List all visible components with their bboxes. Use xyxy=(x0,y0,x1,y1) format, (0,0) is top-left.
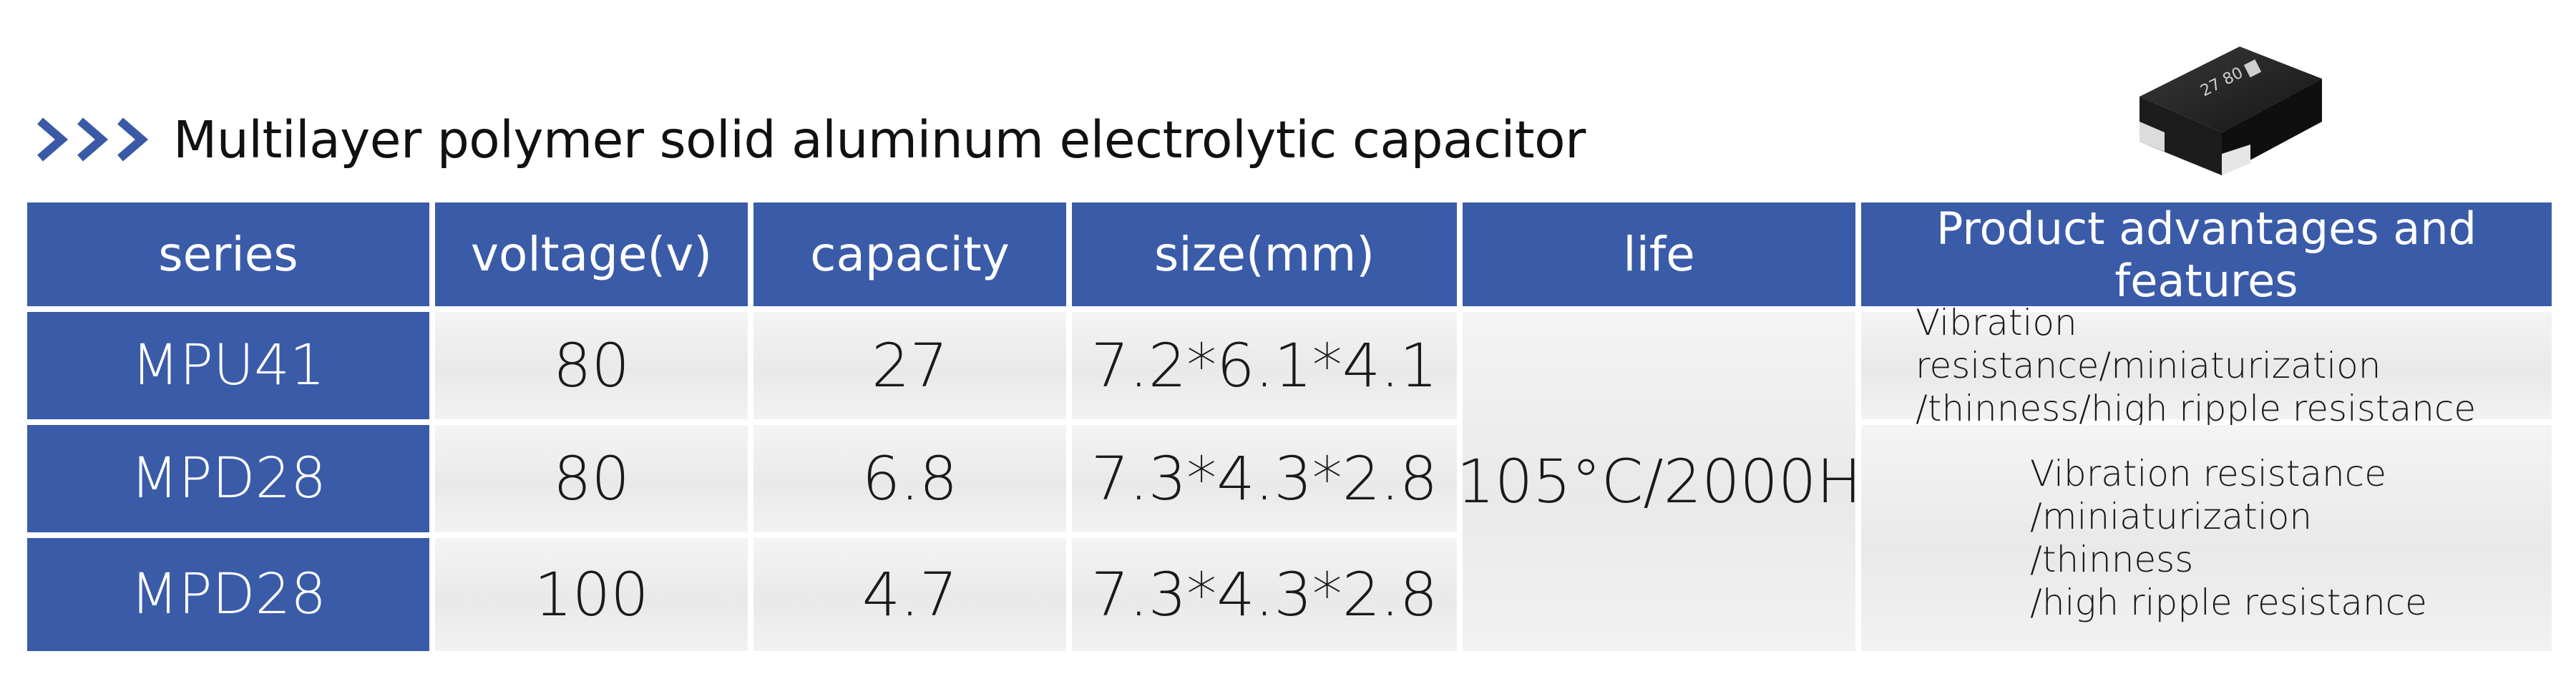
row1-voltage: 80 xyxy=(435,312,748,419)
row3-size: 7.3*4.3*2.8 xyxy=(1072,538,1457,651)
header-series: series xyxy=(27,202,429,306)
header-life: life xyxy=(1463,202,1855,306)
row2-size: 7.3*4.3*2.8 xyxy=(1072,425,1457,532)
row1-series: MPU41 xyxy=(27,312,429,419)
smd-capacitor-icon: 27 80 ▆ xyxy=(2140,47,2322,175)
life-cell: 105°C/2000H xyxy=(1456,312,1862,651)
feature-line: /thinness/high ripple resistance xyxy=(1916,388,2477,429)
section-heading: Multilayer polymer solid aluminum electr… xyxy=(34,100,1586,179)
header-size: size(mm) xyxy=(1072,202,1457,306)
header-capacity: capacity xyxy=(753,202,1066,306)
row3-capacity: 4.7 xyxy=(753,538,1066,651)
feature-line: Vibration resistance/miniaturization xyxy=(1916,302,2381,386)
header-features: Product advantages and features xyxy=(1861,202,2552,307)
features-cell-2: Vibration resistance /miniaturization /t… xyxy=(1861,425,2552,651)
row3-voltage: 100 xyxy=(435,538,748,651)
row2-voltage: 80 xyxy=(435,425,748,532)
feature-line: /thinness xyxy=(2030,539,2194,580)
features-cell-1: Vibration resistance/miniaturization /th… xyxy=(1861,302,2552,429)
feature-line: Vibration resistance xyxy=(2030,453,2386,494)
row3-series: MPD28 xyxy=(27,538,429,651)
row1-size: 7.2*6.1*4.1 xyxy=(1072,312,1457,419)
page-title: Multilayer polymer solid aluminum electr… xyxy=(173,109,1586,170)
header-voltage: voltage(v) xyxy=(435,202,748,306)
row2-series: MPD28 xyxy=(27,425,429,532)
feature-line: /miniaturization xyxy=(2030,496,2313,537)
chevrons-right-icon xyxy=(34,117,149,162)
row2-capacity: 6.8 xyxy=(753,425,1066,532)
feature-line: /high ripple resistance xyxy=(2030,582,2427,623)
row1-capacity: 27 xyxy=(753,312,1066,419)
